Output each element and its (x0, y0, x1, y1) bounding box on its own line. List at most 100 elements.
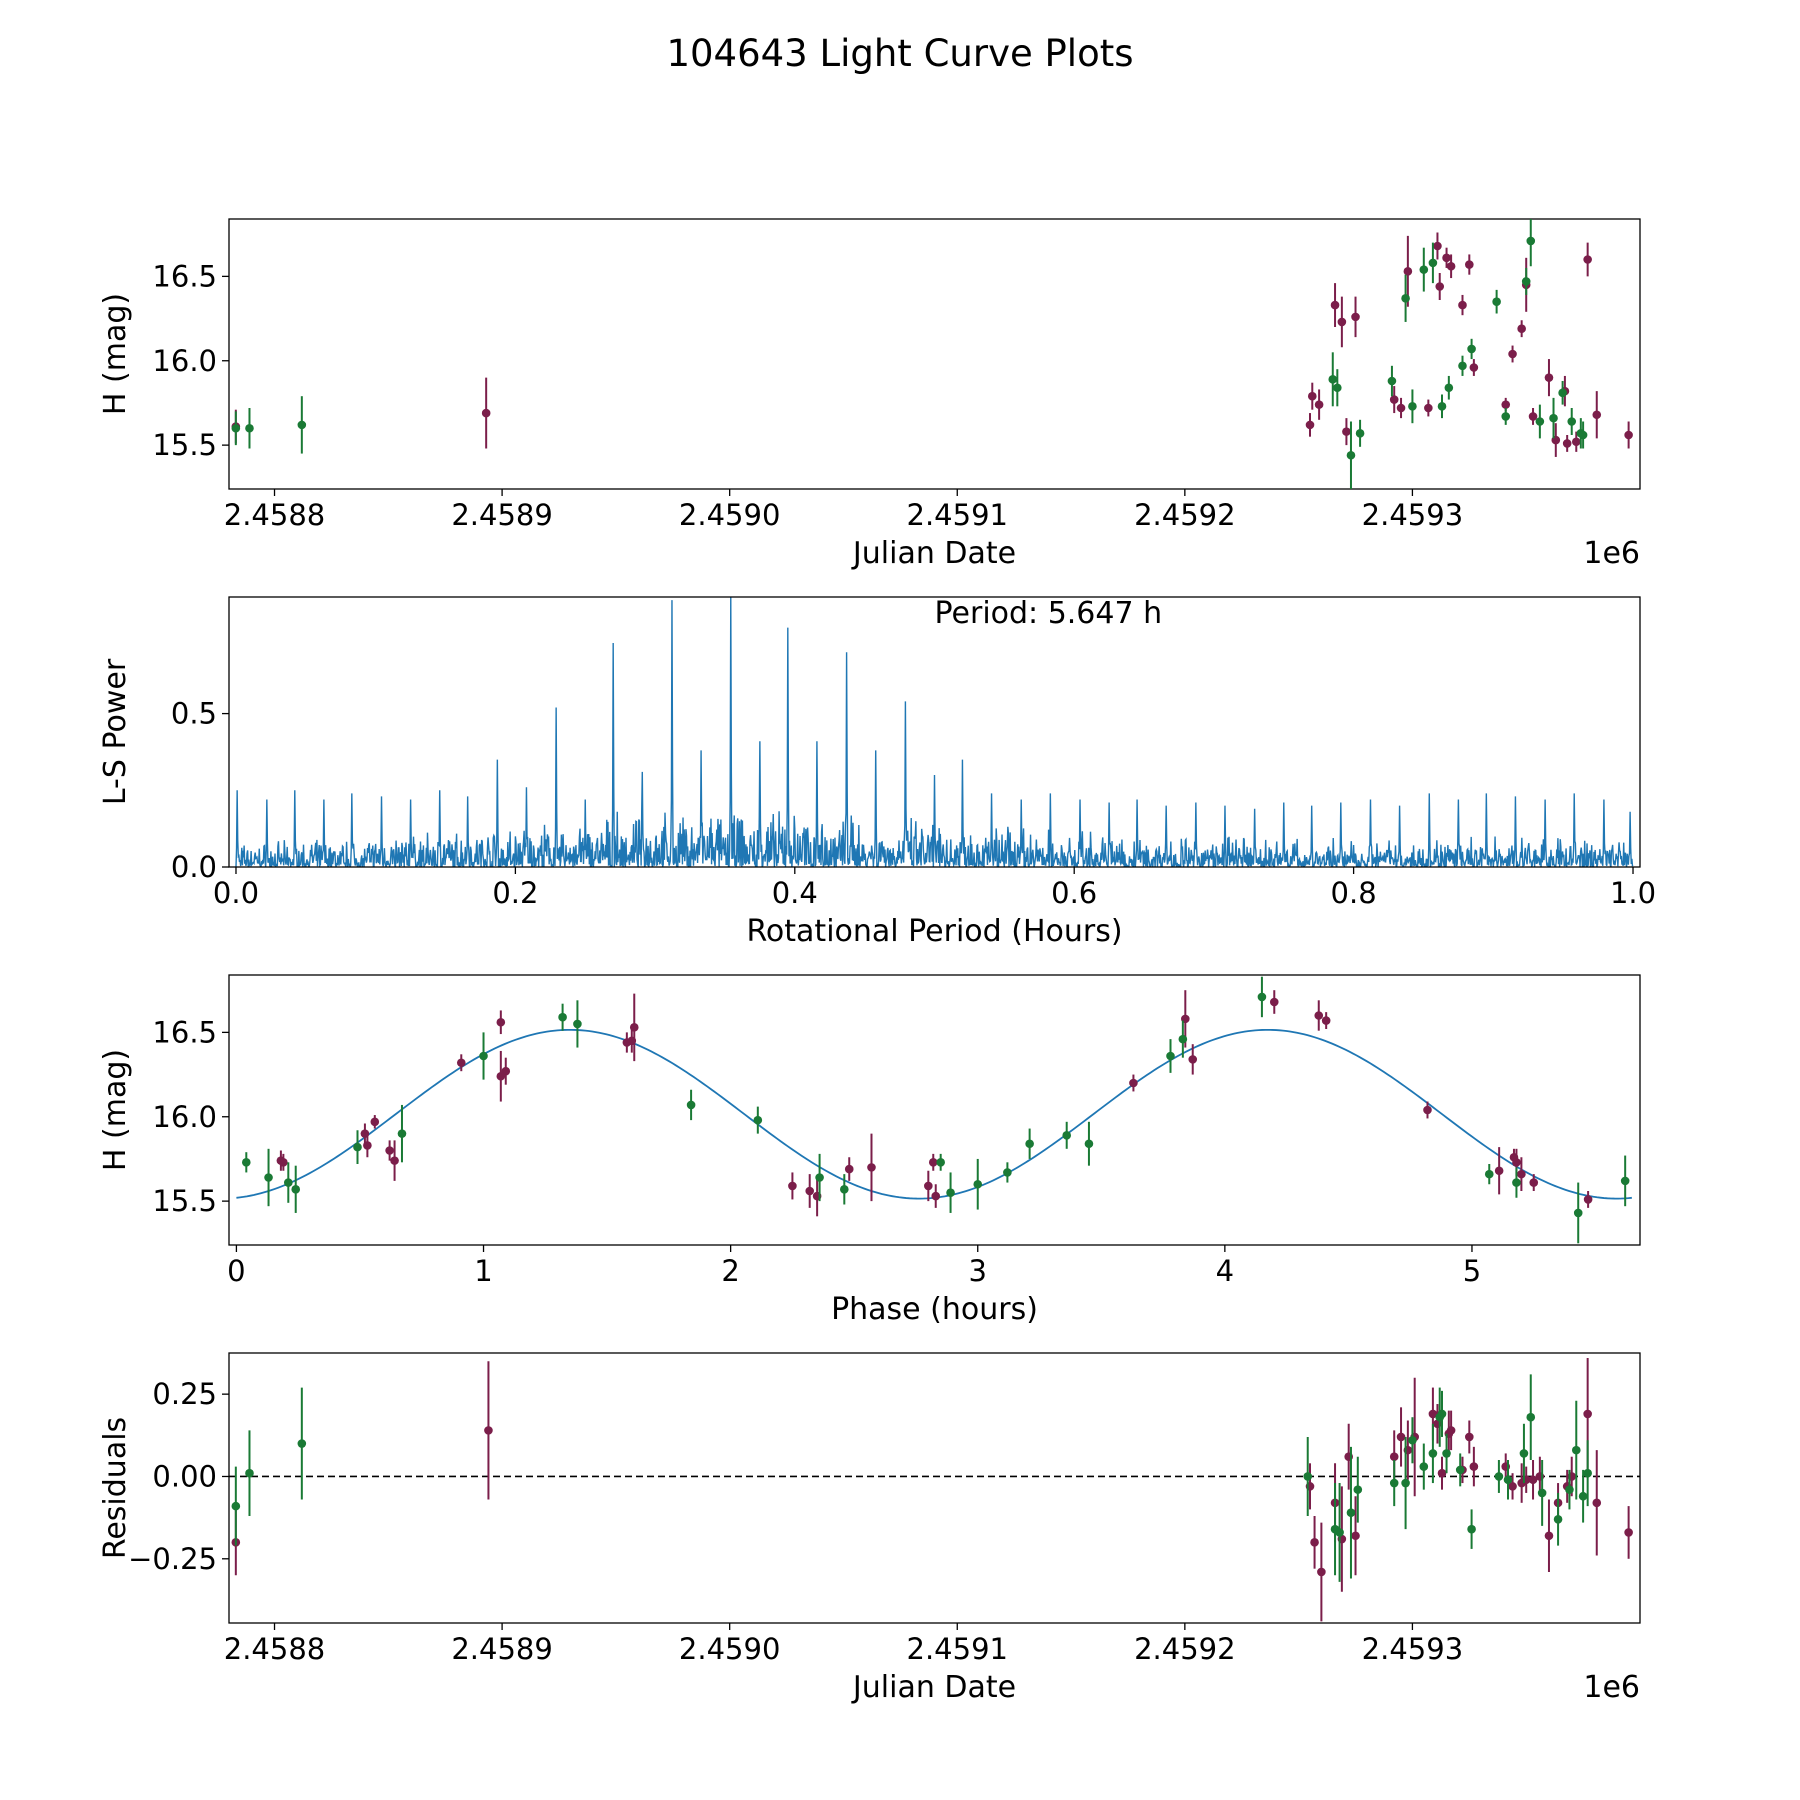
residuals-point-green (1571, 1445, 1581, 1455)
phased-point-green (1178, 1034, 1188, 1044)
lightcurve-xtick-label: 2.4589 (451, 498, 552, 532)
residuals-point-green (1408, 1435, 1417, 1445)
residuals-point-green (1335, 1528, 1344, 1537)
lightcurve-point-maroon (1307, 391, 1317, 401)
phased-point-green (1573, 1208, 1583, 1218)
lightcurve-point-maroon (1544, 373, 1554, 382)
lightcurve-ytick-label: 15.5 (152, 428, 217, 462)
residuals-point-maroon (1528, 1475, 1538, 1485)
residuals-axes-frame (228, 1352, 1641, 1624)
phased-axes-frame (228, 974, 1641, 1246)
lightcurve-point-maroon (1517, 324, 1526, 333)
phased-point-green (753, 1115, 763, 1125)
residuals-point-maroon (1437, 1468, 1447, 1478)
residuals-point-green (1565, 1485, 1574, 1494)
phased-point-maroon (385, 1146, 394, 1155)
phased-point-maroon (1129, 1078, 1138, 1088)
lightcurve-point-maroon (1305, 420, 1315, 430)
panel-lightcurve-xlabel: Julian Date (851, 536, 1016, 571)
phased-point-maroon (924, 1181, 933, 1191)
lightcurve-point-green (1328, 375, 1338, 384)
residuals-point-green (1537, 1488, 1547, 1498)
lightcurve-point-maroon (1583, 255, 1592, 264)
phased-point-green (1512, 1178, 1521, 1187)
residuals-point-green (1428, 1449, 1438, 1458)
lightcurve-point-maroon (1389, 395, 1399, 404)
residuals-point-maroon (1351, 1531, 1360, 1541)
lightcurve-point-green (1387, 376, 1397, 386)
residuals-point-green (1303, 1472, 1313, 1481)
lightcurve-point-green (1492, 297, 1501, 306)
panel-phased-xlabel: Phase (hours) (831, 1292, 1038, 1327)
residuals-xtick-label: 2.4589 (451, 1632, 552, 1666)
lightcurve-xtick-label: 2.4590 (679, 498, 780, 532)
phased-point-green (1166, 1051, 1175, 1061)
residuals-point-maroon (1583, 1409, 1592, 1419)
lightcurve-point-maroon (1592, 410, 1602, 420)
lightcurve-point-green (1535, 417, 1545, 426)
phased-point-green (397, 1129, 407, 1138)
phased-point-maroon (788, 1181, 797, 1191)
phased-point-maroon (1529, 1178, 1539, 1187)
phased-point-maroon (805, 1186, 815, 1196)
lightcurve-point-green (1467, 344, 1476, 354)
periodogram-ytick-label: 0.0 (171, 850, 217, 884)
phased-xtick-label: 5 (1463, 1254, 1481, 1288)
phased-point-green (815, 1173, 824, 1182)
residuals-point-green (1442, 1449, 1451, 1458)
lightcurve-point-maroon (1501, 400, 1511, 409)
phased-point-green (1620, 1176, 1630, 1186)
panel-lightcurve-ylabel: H (mag) (98, 293, 133, 415)
lightcurve-point-green (1401, 294, 1410, 303)
lightcurve-xtick-label: 2.4591 (907, 498, 1008, 532)
phased-point-green (936, 1158, 945, 1167)
panel-lightcurve-offset-label: 1e6 (1583, 536, 1640, 571)
residuals-point-green (297, 1439, 307, 1448)
lightcurve-point-maroon (1330, 300, 1340, 310)
residuals-point-maroon (1396, 1432, 1406, 1442)
residuals-xtick-label: 2.4593 (1362, 1632, 1463, 1666)
panel-phased: Phase (hours) H (mag) 0 1 2 3 4 5 15.5 16.0 16.5 (98, 974, 1641, 1327)
residuals-point-green (1519, 1449, 1529, 1458)
phased-point-green (686, 1100, 696, 1110)
periodogram-xtick-label: 0.2 (492, 876, 538, 910)
phased-point-maroon (1583, 1195, 1593, 1204)
lightcurve-point-maroon (1446, 261, 1456, 271)
residuals-point-green (231, 1501, 241, 1511)
phased-point-maroon (928, 1158, 938, 1167)
residuals-point-maroon (1389, 1452, 1399, 1462)
lightcurve-point-maroon (1624, 430, 1633, 440)
residuals-ytick-label: 0.25 (152, 1377, 217, 1411)
lightcurve-point-maroon (1337, 317, 1347, 327)
residuals-point-green (245, 1468, 254, 1478)
lightcurve-point-green (1346, 450, 1356, 460)
residuals-point-green (1353, 1485, 1363, 1494)
residuals-point-maroon (1310, 1538, 1319, 1547)
panel-residuals-ylabel: Residuals (98, 1417, 133, 1559)
residuals-point-maroon (1446, 1426, 1456, 1435)
phased-point-maroon (844, 1164, 854, 1174)
phased-point-maroon (1423, 1105, 1432, 1115)
phased-point-green (946, 1188, 955, 1197)
lightcurve-point-maroon (1424, 403, 1433, 413)
residuals-point-maroon (1624, 1528, 1633, 1537)
periodogram-xtick-label: 0.6 (1051, 876, 1097, 910)
panel-periodogram-ylabel: L-S Power (98, 658, 133, 805)
phased-point-green (264, 1173, 273, 1182)
panel-residuals: Julian Date Residuals 1e6 2.4588 2.4589 2.… (98, 1352, 1641, 1705)
lightcurve-point-green (1428, 258, 1438, 268)
periodogram-axes-frame (228, 596, 1641, 868)
phased-point-green (284, 1178, 293, 1187)
lightcurve-point-green (1578, 430, 1588, 440)
lightcurve-point-maroon (1396, 403, 1406, 413)
phased-point-green (353, 1142, 362, 1152)
phased-point-green (1484, 1169, 1494, 1179)
residuals-point-maroon (1317, 1567, 1326, 1577)
residuals-xtick-label: 2.4591 (907, 1632, 1008, 1666)
residuals-point-green (1346, 1508, 1356, 1517)
lightcurve-point-green (1558, 388, 1567, 398)
phased-point-maroon (931, 1191, 941, 1201)
lightcurve-point-maroon (1351, 312, 1360, 322)
lightcurve-point-maroon (1469, 363, 1479, 372)
phased-point-maroon (279, 1158, 288, 1167)
